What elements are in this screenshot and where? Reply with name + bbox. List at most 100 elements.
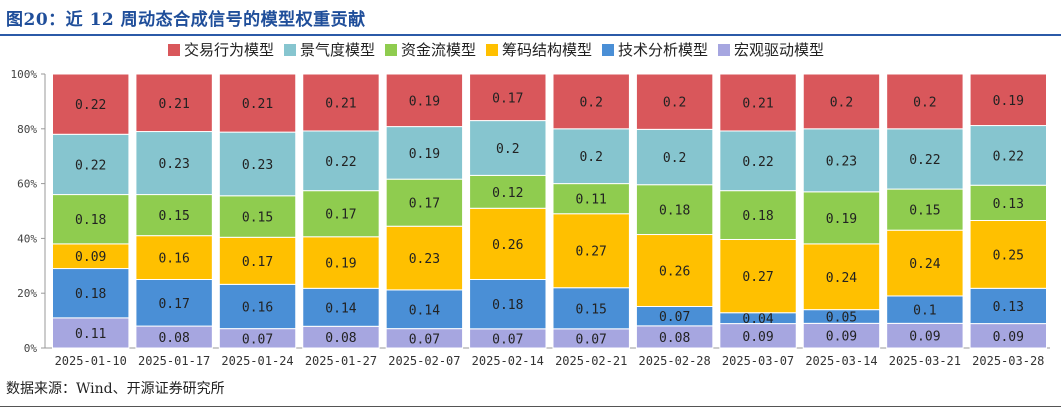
data-label: 0.2	[579, 150, 602, 165]
bar-segment	[802, 191, 881, 245]
data-label: 0.12	[492, 186, 523, 201]
data-label: 0.08	[325, 331, 356, 346]
data-label: 0.22	[993, 149, 1024, 164]
data-label: 0.24	[826, 271, 857, 286]
bar-segment	[886, 128, 964, 190]
legend-swatch	[486, 44, 498, 56]
y-tick-label: 40%	[17, 232, 37, 245]
data-label: 0.27	[576, 245, 607, 260]
bar-segment	[719, 73, 797, 132]
data-label: 0.19	[993, 94, 1024, 109]
data-label: 0.17	[242, 255, 273, 270]
bar-segment	[552, 213, 630, 289]
data-label: 0.07	[242, 332, 273, 347]
bar-segment	[52, 133, 130, 196]
x-tick-label: 2025-01-27	[305, 354, 377, 368]
bar-segment	[218, 73, 297, 133]
data-label: 0.2	[579, 95, 602, 110]
bar-segment	[886, 188, 964, 231]
y-tick-label: 60%	[17, 178, 37, 191]
data-label: 0.27	[742, 270, 773, 285]
source-bar: 数据来源：Wind、开源证券研究所	[0, 368, 1061, 408]
data-label: 0.2	[663, 96, 686, 111]
source-note: 数据来源：Wind、开源证券研究所	[6, 381, 225, 397]
data-label: 0.05	[826, 310, 857, 325]
bar-segment	[302, 287, 380, 327]
bar-segment	[135, 131, 213, 196]
data-label: 0.11	[576, 193, 607, 208]
data-label: 0.08	[659, 331, 690, 346]
data-label: 0.1	[913, 304, 936, 319]
data-label: 0.08	[158, 331, 189, 346]
legend-swatch	[718, 44, 730, 56]
x-tick-label: 2025-01-10	[55, 354, 127, 368]
bar-segment	[719, 190, 797, 240]
x-tick-label: 2025-02-21	[555, 354, 627, 368]
bar-segment	[886, 73, 964, 130]
data-label: 0.07	[492, 332, 523, 347]
data-label: 0.23	[242, 158, 273, 173]
data-label: 0.26	[492, 238, 523, 253]
data-label: 0.21	[742, 96, 773, 111]
legend-label: 筹码结构模型	[502, 41, 592, 59]
data-label: 0.13	[993, 300, 1024, 315]
data-label: 0.09	[909, 330, 940, 345]
bar-segment	[135, 194, 213, 237]
bar-segment	[969, 73, 1047, 127]
bar-segment	[802, 128, 881, 193]
bar-segment	[552, 73, 630, 130]
data-label: 0.25	[993, 248, 1024, 263]
bar-segment	[469, 73, 547, 122]
bar-segment	[218, 131, 297, 197]
data-label: 0.18	[492, 298, 523, 313]
data-label: 0.22	[325, 155, 356, 170]
bar-segment	[385, 178, 464, 227]
legend-swatch	[284, 44, 296, 56]
bar-segment	[719, 130, 797, 192]
data-label: 0.23	[158, 157, 189, 172]
legend-label: 技术分析模型	[618, 41, 708, 59]
data-label: 0.11	[75, 327, 106, 342]
x-tick-label: 2025-02-14	[472, 354, 544, 368]
bar-segment	[469, 120, 547, 176]
data-label: 0.09	[993, 330, 1024, 345]
bar-segment	[802, 73, 881, 130]
legend-swatch	[385, 44, 397, 56]
bar-segment	[552, 183, 630, 215]
bar-segment	[719, 238, 797, 314]
bar-segment	[135, 235, 213, 281]
x-tick-label: 2025-03-28	[972, 354, 1044, 368]
data-label: 0.21	[158, 97, 189, 112]
data-label: 0.24	[909, 257, 940, 272]
title-bar: 图20：近 12 周动态合成信号的模型权重贡献	[0, 0, 1061, 36]
bar-segment	[635, 234, 714, 307]
x-tick-label: 2025-02-07	[388, 354, 460, 368]
bar-segment	[552, 128, 630, 185]
data-label: 0.09	[826, 330, 857, 345]
data-label: 0.09	[742, 330, 773, 345]
bar-segment	[969, 219, 1047, 289]
data-label: 0.15	[242, 211, 273, 226]
data-label: 0.17	[409, 197, 440, 212]
data-label: 0.26	[659, 265, 690, 280]
data-label: 0.2	[663, 151, 686, 166]
bar-segment	[635, 73, 714, 130]
data-label: 0.17	[325, 208, 356, 223]
data-label: 0.22	[75, 98, 106, 113]
x-tick-label: 2025-01-17	[138, 354, 210, 368]
x-tick-label: 2025-03-14	[805, 354, 877, 368]
stacked-bar-chart: 交易行为模型 景气度模型 资金流模型 筹码结构模型 技术分析模型 宏观驱动模型 0% 20%…	[11, 41, 1050, 368]
data-label: 0.15	[576, 302, 607, 317]
legend-label: 景气度模型	[300, 41, 375, 59]
data-label: 0.22	[909, 153, 940, 168]
data-label: 0.19	[409, 94, 440, 109]
legend-label: 宏观驱动模型	[734, 41, 824, 59]
bar-segment	[52, 194, 130, 245]
data-label: 0.18	[659, 204, 690, 219]
legend-label: 资金流模型	[401, 41, 476, 59]
bar-segment	[635, 184, 714, 236]
bar-segment	[135, 279, 213, 327]
bar-segment	[302, 73, 380, 132]
bar-segment	[218, 283, 297, 330]
x-tick-label: 2025-03-07	[722, 354, 794, 368]
